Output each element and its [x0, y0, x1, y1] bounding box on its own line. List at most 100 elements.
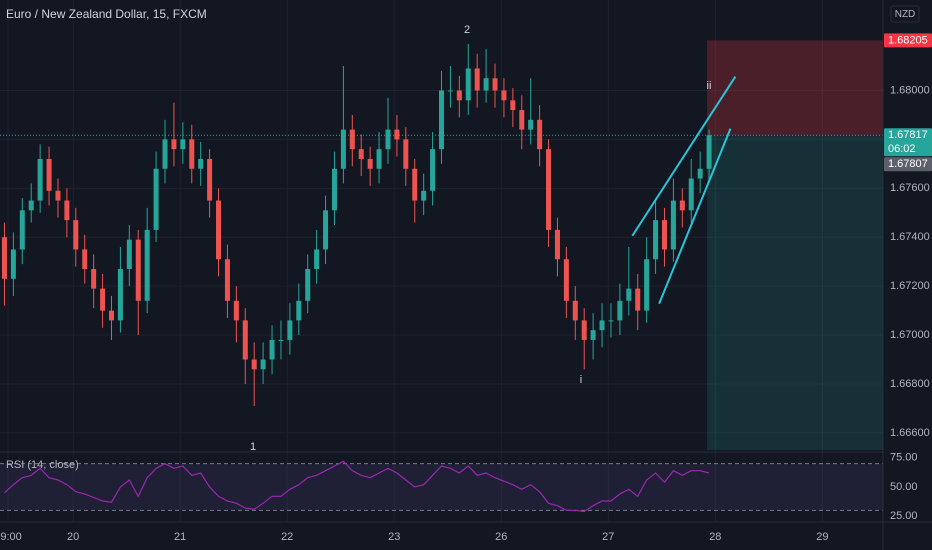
candle-body [278, 339, 284, 341]
y-tick-label: 1.67400 [890, 231, 930, 243]
candle-body [608, 320, 614, 322]
candle-body [10, 249, 16, 279]
candle-body [697, 168, 703, 179]
candle-body [358, 149, 364, 159]
rsi-tick-label: 25.00 [890, 510, 918, 522]
candle-body [626, 288, 632, 301]
price-tag-label: 1.67817 [888, 129, 928, 141]
candle-body [483, 78, 489, 91]
candle-body [403, 139, 409, 169]
candle-body [269, 339, 275, 360]
candle-body [171, 139, 177, 150]
candle-body [144, 229, 150, 301]
x-tick-label: 26 [495, 531, 507, 543]
candle-body [323, 210, 329, 250]
candle-body [108, 310, 114, 321]
candle-body [135, 239, 141, 301]
x-tick-label: 28 [709, 531, 721, 543]
candle-body [207, 158, 213, 201]
wave-label: i [580, 374, 582, 386]
price-tag-label: 1.68205 [888, 34, 928, 46]
x-tick-label: 21 [174, 531, 186, 543]
trendline [658, 128, 732, 305]
candle-body [117, 269, 123, 321]
candle-body [501, 90, 507, 101]
candle-body [421, 190, 427, 201]
candle-body [528, 119, 534, 130]
candle-body [563, 259, 569, 301]
candle-body [644, 259, 650, 311]
candle-body [189, 139, 195, 169]
price-tag-label: 1.67807 [888, 158, 928, 170]
candle-body [73, 220, 79, 250]
candle-body [492, 78, 498, 91]
candle-body [224, 259, 230, 301]
candle-body [474, 68, 480, 91]
x-tick-label: 19:00 [0, 531, 22, 543]
candle-body [349, 129, 355, 150]
candle-body [126, 239, 132, 270]
price-tag [884, 33, 932, 48]
x-tick-label: 23 [388, 531, 400, 543]
candle-body [688, 178, 694, 211]
candle-body [28, 200, 34, 211]
x-tick-label: 29 [816, 531, 828, 543]
wave-label: ii [707, 80, 712, 92]
candle-body [198, 158, 204, 169]
price-tag [884, 128, 932, 157]
rsi-line [4, 460, 710, 513]
y-tick-label: 1.66600 [890, 427, 930, 439]
candle-body [162, 139, 168, 169]
wave-label: 2 [464, 24, 470, 36]
y-tick-label: 1.67200 [890, 280, 930, 292]
y-tick-label: 1.67600 [890, 182, 930, 194]
candle-body [447, 90, 453, 92]
rsi-tick-label: 75.00 [890, 452, 918, 464]
candle-body [456, 90, 462, 101]
candle-body [46, 158, 52, 191]
candle-body [153, 168, 159, 230]
candle-body [617, 300, 623, 321]
candle-body [572, 300, 578, 321]
candle-body [100, 288, 106, 311]
candle-body [635, 288, 641, 311]
candle-body [394, 129, 400, 140]
candle-body [260, 359, 266, 370]
currency-box[interactable] [890, 5, 920, 23]
candle-body [242, 320, 248, 360]
candle-body [233, 300, 239, 321]
candle-body [590, 330, 596, 340]
candle-body [706, 135, 712, 169]
candle-body [519, 110, 525, 130]
candle-body [82, 249, 88, 270]
candle-body [340, 129, 346, 169]
x-tick-label: 22 [281, 531, 293, 543]
candle-body [367, 158, 373, 169]
candle-body [385, 129, 391, 150]
candle-body [55, 190, 61, 201]
candle-body [287, 320, 293, 340]
candle-body [19, 210, 25, 250]
candle-body [679, 200, 685, 211]
candle-body [670, 200, 676, 250]
candle-body [91, 269, 97, 289]
y-tick-label: 1.66800 [890, 378, 930, 390]
chart-title: Euro / New Zealand Dollar, 15, FXCM [6, 7, 207, 21]
currency-label[interactable]: NZD [895, 9, 916, 20]
candle-body [305, 269, 311, 301]
candle-body [376, 149, 382, 169]
rsi-band-fill [0, 463, 883, 511]
candle-body [537, 119, 543, 150]
candle-body [510, 100, 516, 111]
candle-body [296, 300, 302, 321]
y-tick-label: 1.68000 [890, 84, 930, 96]
candle-body [64, 200, 70, 221]
position-target-zone [707, 135, 883, 450]
position-stop-zone [707, 40, 883, 136]
rsi-tick-label: 50.00 [890, 481, 918, 493]
candle-body [180, 139, 186, 150]
y-tick-label: 1.67000 [890, 329, 930, 341]
trendline [631, 76, 737, 237]
candle-body [554, 229, 560, 260]
